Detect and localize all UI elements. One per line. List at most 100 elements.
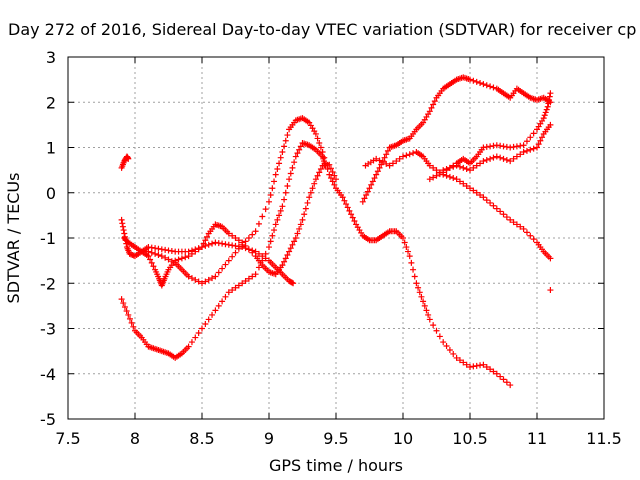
plus-marker bbox=[119, 223, 126, 230]
plus-marker bbox=[148, 249, 155, 256]
plus-marker bbox=[535, 141, 542, 148]
plus-marker bbox=[546, 93, 553, 100]
plus-marker bbox=[507, 216, 514, 223]
plus-marker bbox=[242, 277, 249, 284]
plus-marker bbox=[530, 145, 537, 152]
plus-marker bbox=[470, 187, 477, 194]
plus-marker bbox=[292, 153, 299, 160]
plus-marker bbox=[205, 316, 212, 323]
y-tick-label: 0 bbox=[46, 184, 56, 203]
plus-marker bbox=[188, 250, 195, 257]
plus-marker bbox=[503, 214, 510, 221]
plus-marker bbox=[473, 78, 480, 85]
plus-marker bbox=[202, 278, 209, 285]
chart-title: Day 272 of 2016, Sidereal Day-to-day VTE… bbox=[8, 20, 636, 39]
plus-marker bbox=[125, 311, 132, 318]
plus-marker bbox=[423, 307, 430, 314]
plus-marker bbox=[418, 293, 425, 300]
plus-marker bbox=[376, 164, 383, 171]
plus-marker bbox=[329, 168, 336, 175]
plus-marker bbox=[440, 339, 447, 346]
plus-marker bbox=[209, 311, 216, 318]
x-tick-label: 7.5 bbox=[55, 429, 80, 448]
plus-marker bbox=[326, 161, 333, 168]
plus-marker bbox=[359, 198, 366, 205]
plus-marker bbox=[199, 244, 205, 251]
x-tick-label: 11.5 bbox=[586, 429, 622, 448]
plus-marker bbox=[252, 228, 259, 235]
plus-marker bbox=[497, 373, 504, 380]
plus-marker bbox=[222, 293, 229, 300]
plus-marker bbox=[477, 80, 484, 87]
plus-marker bbox=[290, 280, 297, 287]
plus-marker bbox=[294, 230, 301, 237]
plus-marker bbox=[364, 188, 371, 195]
x-tick-label: 9 bbox=[264, 429, 274, 448]
plus-marker bbox=[410, 266, 417, 273]
plus-marker bbox=[517, 223, 524, 230]
plus-marker bbox=[490, 368, 497, 375]
plus-marker bbox=[500, 155, 507, 162]
plus-marker bbox=[309, 185, 316, 192]
plus-marker bbox=[287, 170, 294, 177]
plus-marker bbox=[120, 227, 127, 234]
x-tick-labels: 7.5 8 8.5 9 9.5 10 10.5 11 11.5 bbox=[55, 429, 622, 448]
plus-marker bbox=[530, 130, 537, 137]
plus-marker bbox=[386, 162, 393, 169]
plus-marker bbox=[195, 246, 202, 253]
plus-marker bbox=[192, 334, 199, 341]
plus-marker bbox=[383, 151, 390, 158]
plus-marker bbox=[232, 235, 239, 241]
plus-marker bbox=[232, 249, 239, 256]
plus-marker bbox=[507, 382, 514, 389]
plus-marker bbox=[487, 83, 494, 90]
plus-marker bbox=[242, 238, 249, 245]
plus-marker bbox=[500, 211, 507, 218]
plus-marker bbox=[192, 248, 199, 255]
plus-marker bbox=[304, 199, 311, 206]
plus-marker bbox=[204, 233, 211, 240]
plus-marker bbox=[274, 216, 281, 223]
y-axis-label: SDTVAR / TECUs bbox=[4, 173, 23, 304]
plus-marker bbox=[306, 194, 313, 201]
plus-marker bbox=[229, 287, 236, 294]
plus-marker bbox=[215, 302, 222, 309]
plus-marker bbox=[282, 255, 289, 262]
plus-marker bbox=[369, 178, 376, 185]
x-tick-label: 10 bbox=[393, 429, 413, 448]
plus-marker bbox=[274, 165, 281, 172]
plus-marker bbox=[188, 275, 195, 282]
plus-marker bbox=[403, 244, 410, 251]
plus-marker bbox=[312, 176, 319, 183]
plus-marker bbox=[433, 167, 440, 174]
plus-marker bbox=[463, 182, 470, 189]
plus-marker bbox=[269, 185, 276, 192]
plus-marker bbox=[430, 101, 437, 108]
plus-marker bbox=[415, 284, 422, 291]
plus-marker bbox=[483, 156, 490, 163]
plus-marker bbox=[266, 198, 272, 205]
plus-marker bbox=[212, 273, 219, 280]
plus-marker bbox=[401, 239, 408, 246]
plus-marker bbox=[281, 258, 288, 265]
plus-marker bbox=[272, 171, 279, 178]
plus-marker bbox=[527, 134, 534, 141]
plus-marker bbox=[249, 231, 256, 238]
plus-marker bbox=[297, 143, 304, 150]
plus-marker bbox=[541, 112, 548, 119]
plus-marker bbox=[185, 343, 192, 350]
plus-marker bbox=[239, 241, 246, 248]
plus-marker bbox=[168, 258, 175, 265]
plus-marker bbox=[245, 275, 252, 282]
plus-marker bbox=[537, 137, 544, 144]
plus-marker bbox=[314, 135, 321, 142]
plus-marker bbox=[301, 211, 308, 218]
plus-marker bbox=[416, 289, 423, 296]
plus-marker bbox=[487, 199, 494, 206]
plus-marker bbox=[291, 238, 298, 245]
plus-marker bbox=[433, 172, 440, 179]
plus-marker bbox=[408, 259, 415, 266]
data-points bbox=[118, 74, 554, 389]
plus-marker bbox=[477, 160, 484, 167]
plus-marker bbox=[490, 84, 497, 91]
